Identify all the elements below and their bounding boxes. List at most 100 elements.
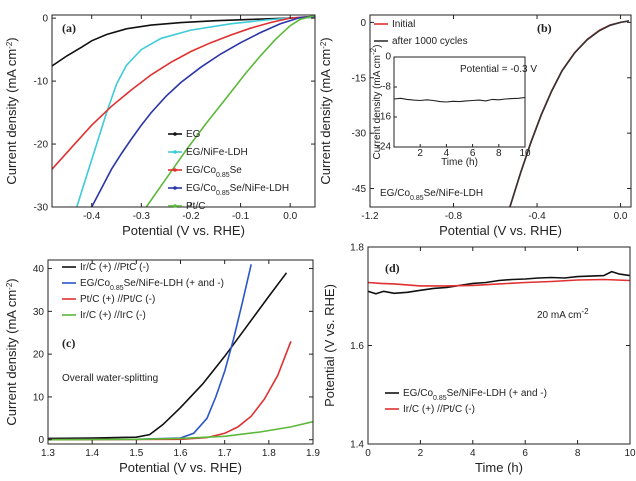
y-axis-label: Current density (mA cm-2) <box>4 278 19 425</box>
x-tick-label: 1.3 <box>41 448 55 459</box>
y-tick-label: 0 <box>38 435 44 446</box>
legend-entry: EG/Co0.85Se <box>186 165 242 179</box>
legend-entry: Ir/C (+) //IrC (-) <box>80 310 146 321</box>
y-tick-label: -30 <box>34 203 49 214</box>
panel-c-annotation: Overall water-splitting <box>62 373 158 384</box>
inset-x-tick-label: 6 <box>470 148 476 159</box>
x-tick-label: 4 <box>470 448 476 459</box>
legend-entry: Pt/C (+) //Pt/C (-) <box>80 294 155 305</box>
x-tick-label: 0 <box>365 448 371 459</box>
legend-marker <box>173 150 177 154</box>
inset-y-tick-label: -24 <box>377 142 392 153</box>
inset-series-line <box>393 96 526 103</box>
panel-c: 1.3 1.4 1.5 1.6 1.7 1.8 1.9 0 10 20 30 40 Potential … <box>4 259 320 475</box>
inset-x-tick-label: 2 <box>417 148 423 159</box>
legend-entry: EG/Co0.85Se/NiFe-LDH <box>186 183 289 197</box>
x-tick-label: -1.2 <box>361 211 379 222</box>
panel-b: -1.2 -0.8 -0.4 0.0 0 -15 -30 -45 Potential (V vs… <box>318 14 632 238</box>
axes-frame <box>51 14 316 208</box>
x-tick-label: 2 <box>418 448 424 459</box>
x-tick-label: -0.2 <box>182 211 200 222</box>
axes-frame <box>369 14 632 208</box>
x-tick-label: -0.4 <box>83 211 101 222</box>
legend-marker <box>173 132 177 136</box>
x-tick-label: 1.6 <box>174 448 188 459</box>
x-tick-label: 1.9 <box>306 448 320 459</box>
y-tick-label: 40 <box>33 264 45 275</box>
inset-y-tick-label: -8 <box>382 82 391 93</box>
panel-label: (b) <box>537 21 552 35</box>
inset-y-tick-label: 0 <box>385 52 391 63</box>
panel-d-annotation: 20 mA cm-2 <box>537 307 589 322</box>
series-line-1 <box>368 278 630 287</box>
series-line-3 <box>90 15 315 207</box>
legend-entry: EG/Co0.85Se/NiFe-LDH (+ and -) <box>80 278 224 292</box>
x-tick-label: 6 <box>522 448 528 459</box>
x-tick-label: 1.8 <box>262 448 276 459</box>
y-tick-label: 20 <box>33 350 45 361</box>
y-tick-label: -30 <box>352 129 367 140</box>
x-tick-label: -0.1 <box>232 211 250 222</box>
y-tick-label: 10 <box>33 392 45 403</box>
y-tick-label: -20 <box>34 140 49 151</box>
inset-x-tick-label: 8 <box>496 148 502 159</box>
x-tick-label: 1.5 <box>129 448 143 459</box>
panel-b-annotation: EG/Co0.85Se/NiFe-LDH <box>380 188 483 202</box>
inset-x-tick-label: 10 <box>519 148 531 159</box>
x-tick-label: 8 <box>575 448 581 459</box>
series-line-1 <box>48 264 252 441</box>
y-tick-label: 0 <box>42 14 48 25</box>
x-axis-label: Potential (V vs. RHE) <box>122 223 245 238</box>
y-tick-label: -45 <box>352 184 367 195</box>
x-tick-label: -0.3 <box>133 211 151 222</box>
legend-entry: EG/Co0.85Se/NiFe-LDH (+ and -) <box>403 388 547 402</box>
legend-marker <box>173 186 177 190</box>
series-line-2 <box>52 15 315 170</box>
legend-marker <box>173 204 177 208</box>
series-line-0 <box>48 272 288 440</box>
x-axis-label: Time (h) <box>475 460 523 475</box>
legend-entry: EG/NiFe-LDH <box>186 147 248 158</box>
inset-frame <box>393 56 526 148</box>
series-line-0 <box>509 20 630 207</box>
y-tick-label: 1.8 <box>350 243 364 254</box>
inset-y-axis-label: Current density (mA cm-2) <box>369 45 384 160</box>
x-tick-label: -0.8 <box>445 211 463 222</box>
y-tick-label: -15 <box>352 73 367 84</box>
x-axis-label: Potential (V vs. RHE) <box>119 460 242 475</box>
inset-x-axis-label: Time (h) <box>441 157 478 168</box>
x-tick-label: 1.7 <box>218 448 232 459</box>
y-tick-label: 1.6 <box>350 341 364 352</box>
legend-entry: EG <box>186 129 201 140</box>
panel-label: (c) <box>62 336 75 350</box>
x-tick-label: 1.4 <box>85 448 99 459</box>
series-line-2 <box>48 341 292 441</box>
y-axis-label: Current density (mA cm-2) <box>4 37 19 184</box>
y-axis-label: Current density (mA cm-2) <box>318 37 333 184</box>
panel-d: 0 2 4 6 8 10 1.4 1.6 1.8 Time (h) Potential (V vs.… <box>322 243 636 476</box>
x-axis-label: Potential (V vs. RHE) <box>439 223 562 238</box>
y-tick-label: 1.4 <box>350 440 364 451</box>
panel-label: (d) <box>385 261 400 275</box>
y-tick-label: 30 <box>33 307 45 318</box>
panel-a: -0.4 -0.3 -0.2 -0.1 0.0 0 -10 -20 -30 Potential (… <box>4 14 316 238</box>
series-line-1 <box>76 16 315 207</box>
legend-marker <box>173 168 177 172</box>
y-axis-label: Potential (V vs. RHE) <box>322 284 337 407</box>
x-tick-label: -0.4 <box>528 211 546 222</box>
legend-entry: after 1000 cycles <box>392 36 468 47</box>
series-line-3 <box>48 420 313 441</box>
series-line-0 <box>368 270 630 295</box>
inset-y-tick-label: -16 <box>377 112 392 123</box>
panel-label: (a) <box>62 21 76 35</box>
x-tick-label: 0.0 <box>614 211 628 222</box>
series-line-1 <box>509 20 630 207</box>
legend-entry: Initial <box>392 19 415 30</box>
x-tick-label: 0.0 <box>283 211 297 222</box>
series-line-0 <box>52 16 315 67</box>
series-line-4 <box>145 15 315 207</box>
x-tick-label: 10 <box>624 448 636 459</box>
legend-entry: Ir/C (+) //PtC (-) <box>80 262 149 273</box>
legend-entry: Pt/C <box>186 201 205 212</box>
